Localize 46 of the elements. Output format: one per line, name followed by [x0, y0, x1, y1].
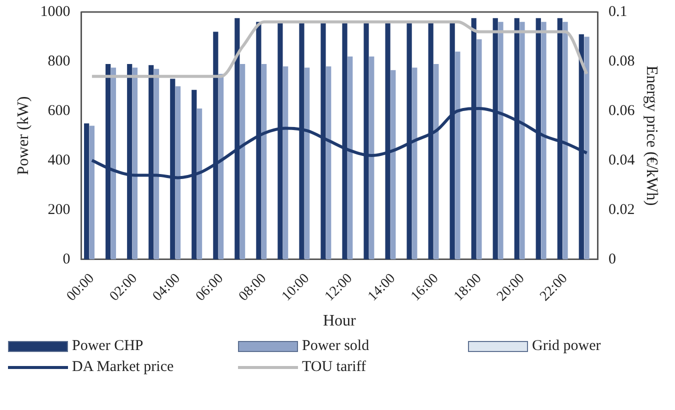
y2-tick-label: 0.02 [608, 202, 635, 218]
y-tick-label: 1000 [40, 4, 70, 20]
bar [541, 22, 546, 260]
bar [283, 66, 288, 260]
bar [498, 22, 504, 260]
bar [326, 66, 332, 260]
bar [562, 22, 568, 260]
bar [584, 36, 590, 260]
legend-label: TOU tariff [302, 359, 366, 376]
bar [304, 68, 310, 260]
y2-axis-title: Energy price (€/kWh) [643, 66, 660, 206]
bar [520, 22, 525, 260]
bar [476, 39, 482, 260]
bar [348, 56, 353, 260]
bar [262, 64, 267, 260]
legend-label: Grid power [532, 338, 601, 355]
y2-tick-label: 0.1 [608, 4, 628, 20]
bar [390, 70, 396, 260]
bar [84, 123, 90, 260]
bar [412, 68, 418, 260]
bar [110, 68, 116, 260]
y2-tick-label: 0 [608, 251, 616, 268]
y-tick-label: 800 [48, 53, 70, 70]
x-axis-title: Hour [322, 312, 356, 330]
bar [455, 52, 460, 260]
legend-label: DA Market price [72, 359, 174, 376]
y2-tick-label: 0.06 [608, 102, 636, 119]
legend-label: Power sold [302, 338, 370, 355]
y-tick-label: 200 [48, 202, 70, 218]
y2-tick-label: 0.08 [608, 53, 635, 70]
legend-label: Power CHP [72, 338, 144, 355]
y-axis-title: Power (kW) [14, 96, 32, 176]
bar [434, 64, 439, 260]
bar [218, 74, 224, 260]
bar [240, 64, 246, 260]
bar [154, 68, 160, 260]
line-series [90, 20, 588, 78]
y-tick-label: 600 [48, 102, 70, 119]
bar [369, 56, 374, 260]
y-tick-label: 0 [62, 251, 70, 268]
bar [132, 68, 138, 260]
bar [175, 86, 181, 260]
y2-tick-label: 0.04 [608, 152, 636, 168]
y-tick-label: 400 [48, 152, 70, 168]
bar [89, 126, 95, 260]
bar [196, 108, 202, 260]
